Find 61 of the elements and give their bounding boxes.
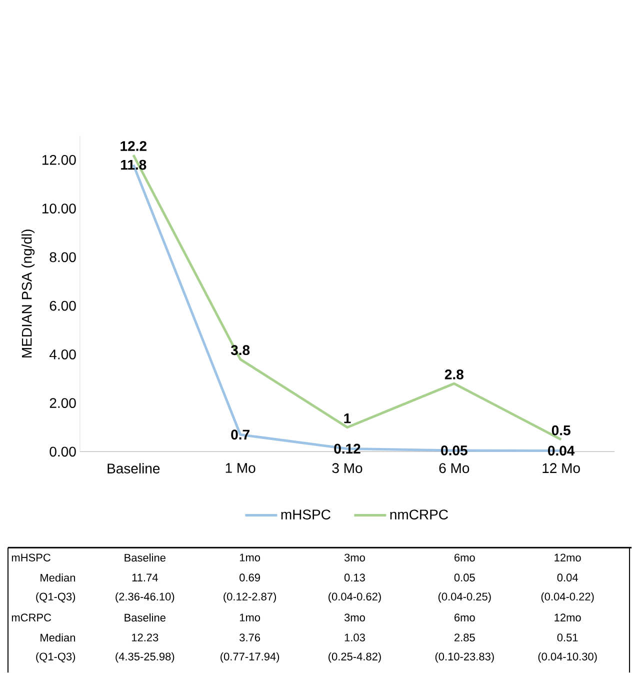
text: 3mo: [344, 554, 365, 562]
x-tick-label: 1 Mo: [226, 463, 256, 473]
text: 1.03: [344, 634, 365, 642]
data-label: 0.04: [548, 446, 574, 456]
text: (0.04-0.25): [438, 592, 491, 603]
text: (Q1-Q3): [36, 592, 75, 603]
text: (0.10-23.83): [435, 652, 494, 663]
legend-label: nmCRPC: [390, 510, 448, 520]
y-axis-title: MEDIAN PSA (ng/dl): [21, 230, 34, 358]
text: 6mo: [454, 614, 475, 622]
text: mCRPC: [12, 614, 51, 622]
data-label: 11.8: [120, 160, 146, 170]
data-label: 0.5: [552, 425, 570, 436]
text: 12mo: [554, 614, 581, 622]
text: Median: [40, 633, 75, 642]
text: (0.25-4.82): [328, 652, 381, 663]
y-tick-label: 4.00: [49, 349, 76, 360]
data-label: 12.2: [120, 141, 146, 151]
text: 11.74: [132, 574, 158, 582]
text: 0.51: [557, 634, 578, 642]
y-tick-label: 8.00: [50, 252, 76, 262]
text: 1mo: [240, 554, 260, 562]
x-tick-label: 12 Mo: [542, 463, 580, 474]
text: mHSPC: [12, 554, 50, 562]
data-label: 0.12: [334, 444, 360, 454]
data-label: 0.7: [231, 430, 250, 440]
text: 3.76: [239, 634, 260, 642]
text: 0.69: [239, 574, 260, 582]
text: 1mo: [240, 614, 260, 622]
text: 0.04: [557, 574, 578, 582]
y-tick-label: 2.00: [50, 398, 76, 408]
text: 3mo: [344, 614, 365, 622]
y-tick-label: 6.00: [50, 300, 76, 311]
text: (Q1-Q3): [36, 652, 75, 663]
y-tick-label: 0.00: [50, 446, 76, 457]
text: (0.04-10.30): [538, 652, 597, 663]
data-label: 0.05: [440, 445, 468, 456]
text: (0.04-0.62): [328, 592, 381, 603]
text: (0.77-17.94): [220, 652, 279, 663]
text: Baseline: [124, 614, 166, 622]
text: (0.12-2.87): [223, 592, 276, 603]
text: (0.04-0.22): [541, 592, 594, 603]
x-tick-label: 3 Mo: [332, 463, 362, 474]
data-label: 1: [344, 414, 351, 424]
x-tick-label: Baseline: [108, 463, 160, 474]
text: Median: [40, 574, 75, 582]
data-label: 2.8: [444, 369, 464, 380]
text: 6mo: [454, 554, 475, 562]
data-label: 3.8: [230, 345, 250, 356]
y-tick-label: 10.00: [42, 204, 76, 214]
text: 12.23: [132, 634, 158, 642]
text: 0.05: [454, 574, 475, 582]
text: Baseline: [124, 554, 166, 562]
text: 0.13: [344, 574, 365, 582]
text: (2.36-46.10): [115, 592, 174, 603]
text: 12mo: [554, 554, 581, 562]
legend-label: mHSPC: [281, 510, 330, 520]
x-tick-label: 6 Mo: [439, 463, 469, 474]
text: (4.35-25.98): [115, 652, 174, 663]
text: 2.85: [454, 634, 475, 642]
y-tick-label: 12.00: [42, 154, 76, 165]
